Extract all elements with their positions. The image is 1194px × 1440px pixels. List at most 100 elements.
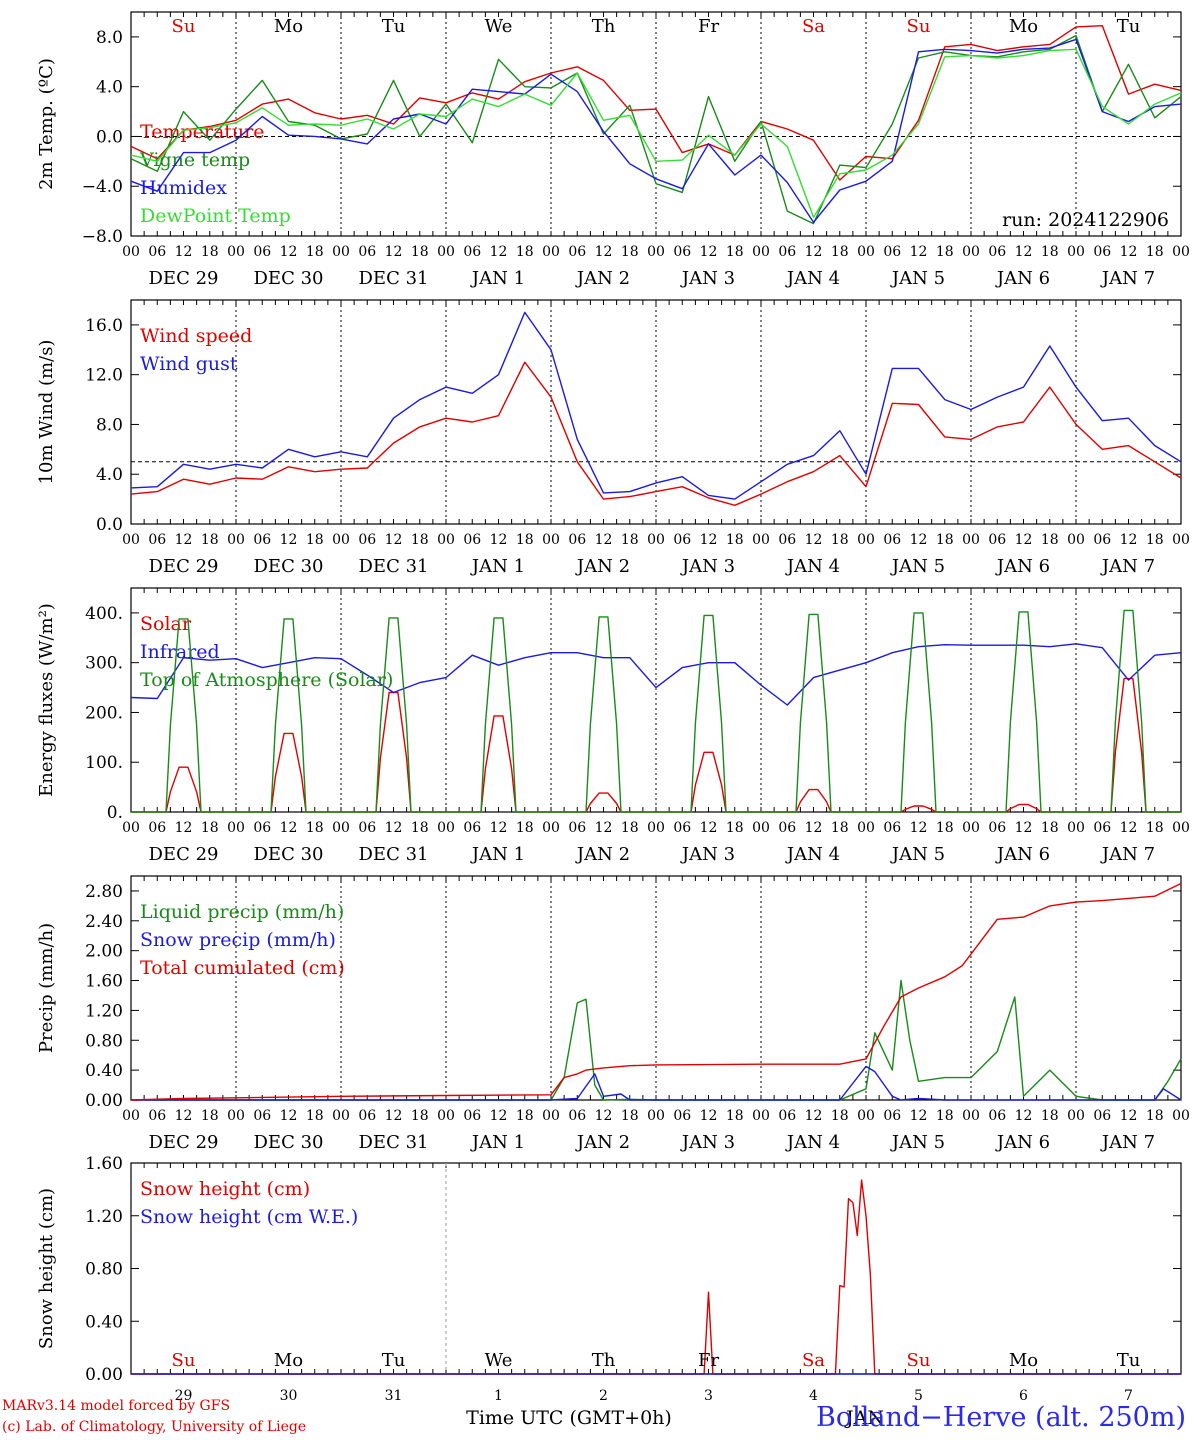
hour-tick-label: 12: [280, 1108, 298, 1124]
hour-tick-label: 12: [910, 532, 928, 548]
legend-entry: Total cumulated (cm): [140, 957, 345, 979]
hour-tick-label: 00: [542, 532, 560, 548]
day-name: Mo: [1009, 16, 1038, 37]
hour-tick-label: 06: [148, 1108, 166, 1124]
run-annotation: run: 2024122906: [1002, 209, 1169, 231]
hour-tick-label: 06: [358, 1108, 376, 1124]
hour-tick-label: 12: [280, 820, 298, 836]
y-tick-label: 0.00: [85, 1091, 123, 1111]
hour-tick-label: 18: [1146, 820, 1164, 836]
hour-tick-label: 18: [516, 244, 534, 260]
hour-tick-label: 12: [385, 532, 403, 548]
hour-tick-label: 00: [227, 244, 245, 260]
hour-tick-label: 12: [1120, 532, 1138, 548]
y-tick-label: −8.0: [82, 227, 123, 247]
date-label: DEC 29: [149, 844, 219, 865]
credit-model: MARv3.14 model forced by GFS: [2, 1398, 231, 1414]
date-label: DEC 31: [359, 844, 429, 865]
series-line-humidex: [130, 38, 1182, 224]
day-name: Su: [907, 16, 931, 37]
station-name: Bolland−Herve (alt. 250m): [816, 1402, 1186, 1433]
y-tick-label: 0.: [107, 803, 123, 823]
y-tick-label: 4.0: [96, 465, 123, 485]
hour-tick-label: 06: [883, 244, 901, 260]
legend-entry: Solar: [140, 613, 192, 635]
day-number: 30: [280, 1388, 298, 1404]
hour-tick-label: 12: [175, 820, 193, 836]
hour-tick-label: 12: [385, 1108, 403, 1124]
hour-tick-label: 18: [936, 244, 954, 260]
hour-tick-label: 18: [411, 532, 429, 548]
date-label: JAN 1: [470, 556, 525, 577]
day-name: Tu: [382, 1350, 406, 1371]
hour-tick-label: 12: [805, 820, 823, 836]
hour-tick-label: 00: [962, 820, 980, 836]
hour-tick-label: 18: [831, 820, 849, 836]
y-tick-label: 8.0: [96, 415, 123, 435]
hour-tick-label: 18: [306, 1108, 324, 1124]
y-tick-label: 16.0: [85, 316, 123, 336]
hour-tick-label: 18: [411, 1108, 429, 1124]
hour-tick-label: 06: [568, 820, 586, 836]
y-tick-label: 1.20: [85, 1207, 123, 1227]
hour-tick-label: 06: [148, 532, 166, 548]
hour-tick-label: 06: [1093, 820, 1111, 836]
hour-tick-label: 00: [437, 244, 455, 260]
hour-tick-label: 00: [857, 820, 875, 836]
hour-tick-label: 06: [253, 532, 271, 548]
hour-tick-label: 18: [1041, 244, 1059, 260]
series-line-liquid-precip-mm-h-: [131, 979, 1182, 1101]
day-name: Mo: [274, 1350, 303, 1371]
y-tick-label: 2.00: [85, 942, 123, 962]
hour-tick-label: 18: [831, 1108, 849, 1124]
date-label: JAN 6: [995, 268, 1050, 289]
day-name: Th: [592, 16, 616, 37]
hour-tick-label: 12: [1120, 244, 1138, 260]
date-label: JAN 4: [785, 1132, 840, 1153]
hour-tick-label: 18: [1041, 532, 1059, 548]
legend-entry: DewPoint Temp: [140, 205, 291, 227]
hour-tick-label: 18: [1041, 820, 1059, 836]
date-label: JAN 1: [470, 844, 525, 865]
day-name: Tu: [1117, 16, 1141, 37]
hour-tick-label: 00: [1172, 532, 1190, 548]
hour-tick-label: 06: [358, 244, 376, 260]
hour-tick-label: 06: [883, 532, 901, 548]
hour-tick-label: 00: [857, 244, 875, 260]
date-label: JAN 6: [995, 556, 1050, 577]
hour-tick-label: 12: [1120, 820, 1138, 836]
hour-tick-label: 12: [910, 820, 928, 836]
legend-entry: Snow precip (mm/h): [140, 929, 336, 951]
hour-tick-label: 06: [778, 532, 796, 548]
hour-tick-label: 18: [831, 532, 849, 548]
legend-entry: Liquid precip (mm/h): [140, 901, 344, 923]
legend-entry: Snow height (cm W.E.): [140, 1206, 358, 1228]
date-label: JAN 3: [680, 268, 735, 289]
hour-tick-label: 12: [700, 1108, 718, 1124]
date-label: JAN 5: [890, 556, 945, 577]
hour-tick-label: 12: [595, 1108, 613, 1124]
hour-tick-label: 18: [621, 532, 639, 548]
hour-tick-label: 18: [726, 820, 744, 836]
date-label: JAN 6: [995, 1132, 1050, 1153]
series-line-wind-gust: [130, 311, 1182, 500]
y-tick-label: 2.80: [85, 882, 123, 902]
hour-tick-label: 06: [148, 820, 166, 836]
y-tick-label: 0.40: [85, 1312, 123, 1332]
y-axis-label: 2m Temp. (ºC): [36, 58, 57, 190]
hour-tick-label: 18: [936, 532, 954, 548]
hour-tick-label: 06: [253, 820, 271, 836]
y-tick-label: 0.80: [85, 1031, 123, 1051]
y-tick-label: 200.: [85, 703, 123, 723]
date-label: DEC 31: [359, 268, 429, 289]
day-number: 5: [914, 1388, 923, 1404]
hour-tick-label: 00: [1172, 244, 1190, 260]
y-tick-label: 0.40: [85, 1061, 123, 1081]
hour-tick-label: 06: [778, 820, 796, 836]
hour-tick-label: 00: [647, 820, 665, 836]
hour-tick-label: 00: [542, 244, 560, 260]
hour-tick-label: 12: [490, 820, 508, 836]
y-tick-label: 0.00: [85, 1365, 123, 1385]
y-tick-label: 0.0: [96, 127, 123, 147]
